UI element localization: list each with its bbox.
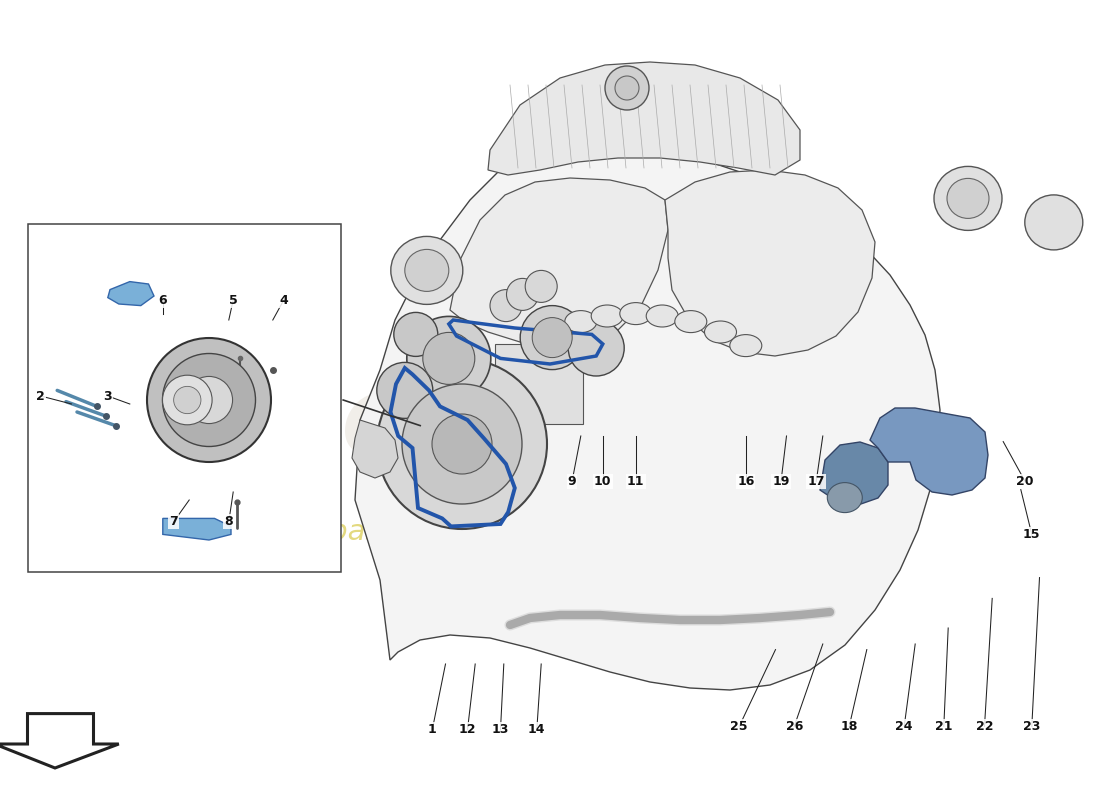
Circle shape [147,338,271,462]
Circle shape [163,354,255,446]
Polygon shape [352,420,398,478]
Circle shape [605,66,649,110]
Circle shape [174,386,201,414]
Polygon shape [355,148,940,690]
Ellipse shape [591,305,624,327]
Text: 6: 6 [158,294,167,306]
Polygon shape [870,408,988,495]
Text: as: as [792,382,933,490]
Text: 2: 2 [36,390,45,402]
Text: 7: 7 [169,515,178,528]
Text: 26: 26 [785,720,803,733]
Ellipse shape [1025,195,1082,250]
Ellipse shape [674,310,707,333]
Text: 8: 8 [224,515,233,528]
Polygon shape [163,518,231,540]
Bar [495,344,583,424]
Text: 18: 18 [840,720,858,733]
Text: 20: 20 [1016,475,1034,488]
FancyBboxPatch shape [28,224,341,572]
Text: 4: 4 [279,294,288,306]
Text: 5: 5 [229,294,238,306]
Circle shape [377,359,547,529]
Circle shape [402,384,522,504]
Text: 12: 12 [459,723,476,736]
Text: 19: 19 [772,475,790,488]
Text: 25: 25 [730,720,748,733]
Circle shape [615,76,639,100]
Text: a passion f•r: a passion f•r [302,518,490,546]
Circle shape [506,278,539,310]
Circle shape [377,362,432,418]
Polygon shape [488,62,800,175]
Circle shape [532,318,572,358]
Text: 3: 3 [103,390,112,402]
Text: 14: 14 [528,723,546,736]
Text: 9: 9 [568,475,576,488]
Polygon shape [0,714,119,768]
Text: 23: 23 [1023,720,1041,733]
Text: 22: 22 [976,720,993,733]
Circle shape [490,290,522,322]
Circle shape [432,414,492,474]
Text: 16: 16 [737,475,755,488]
Polygon shape [666,170,874,356]
Ellipse shape [646,305,679,327]
Ellipse shape [539,321,572,343]
Ellipse shape [947,178,989,218]
Text: 17: 17 [807,475,825,488]
Text: 13: 13 [492,723,509,736]
Text: 11: 11 [627,475,645,488]
Text: 15: 15 [1023,528,1041,541]
Circle shape [569,320,624,376]
Ellipse shape [827,482,862,513]
Circle shape [520,306,584,370]
Text: 1: 1 [428,723,437,736]
Circle shape [394,312,438,357]
Ellipse shape [405,250,449,291]
Ellipse shape [390,237,463,305]
Circle shape [186,377,232,423]
Text: 10: 10 [594,475,612,488]
Text: 21: 21 [935,720,953,733]
Polygon shape [450,178,668,346]
Circle shape [407,317,491,401]
Polygon shape [108,282,154,306]
Ellipse shape [619,302,652,325]
Ellipse shape [934,166,1002,230]
Ellipse shape [729,334,762,357]
Circle shape [163,375,212,425]
Polygon shape [820,442,888,505]
Ellipse shape [564,310,597,333]
Circle shape [525,270,558,302]
Circle shape [422,333,475,385]
Ellipse shape [704,321,737,343]
Text: eurof: eurof [341,370,675,478]
Text: 24: 24 [895,720,913,733]
